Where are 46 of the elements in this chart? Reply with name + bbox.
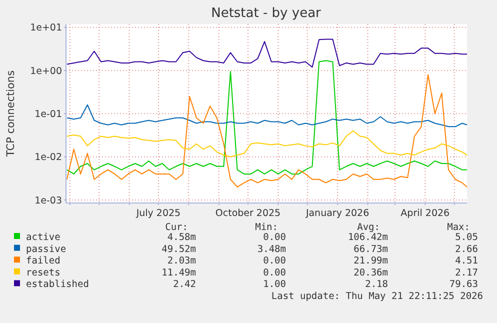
- x-tick-label: January 2026: [304, 208, 370, 219]
- x-tick-label: April 2026: [400, 208, 450, 219]
- text: 2.66: [455, 244, 478, 255]
- text: 4.58m: [167, 232, 196, 243]
- y-tick-label: 1e-01: [34, 109, 62, 120]
- text: 106.42m: [348, 232, 388, 243]
- y-axis-title: TCP connections: [5, 70, 17, 158]
- line-series: [66, 60, 468, 174]
- line-series: [66, 104, 468, 128]
- text: Avg:: [357, 222, 380, 233]
- text: 79.63: [449, 279, 478, 290]
- x-tick-label: October 2025: [215, 208, 281, 219]
- text: 2.17: [455, 267, 478, 278]
- y-tick-label: 1e+01: [30, 22, 62, 34]
- text: 2.42: [173, 279, 196, 290]
- legend-label: passive: [26, 244, 66, 255]
- text: Max:: [447, 222, 470, 233]
- text: 66.73m: [354, 244, 388, 255]
- text: 5.05: [455, 232, 478, 243]
- text: 4.51: [455, 256, 478, 267]
- y-tick-label: 1e-03: [34, 195, 62, 206]
- text: Min:: [255, 222, 278, 233]
- chart-title: Netstat - by year: [211, 6, 322, 21]
- text: 2.18: [365, 279, 388, 290]
- text: 21.99m: [354, 256, 388, 267]
- x-tick-label: July 2025: [135, 208, 181, 219]
- legend-label: resets: [26, 267, 60, 278]
- text: 0.00: [263, 232, 286, 243]
- legend-label: active: [26, 232, 61, 243]
- legend-label: established: [26, 279, 89, 290]
- text: 0.00: [263, 267, 286, 278]
- text: Cur:: [165, 222, 188, 233]
- text: 2.03m: [167, 256, 196, 267]
- legend-label: failed: [26, 256, 60, 267]
- text: 0.00: [263, 256, 286, 267]
- text: 49.52m: [162, 244, 196, 255]
- line-series: [66, 130, 468, 158]
- text: 1.00: [263, 279, 286, 290]
- line-series: [66, 74, 468, 188]
- text: Last update: Thu May 21 22:11:25 2026: [271, 291, 484, 302]
- y-tick-label: 1e+00: [30, 66, 62, 77]
- text: 11.49m: [162, 267, 196, 278]
- text: 3.48m: [257, 244, 286, 255]
- y-tick-label: 1e-02: [34, 152, 62, 164]
- line-series: [66, 38, 468, 68]
- text: 20.36m: [354, 267, 388, 278]
